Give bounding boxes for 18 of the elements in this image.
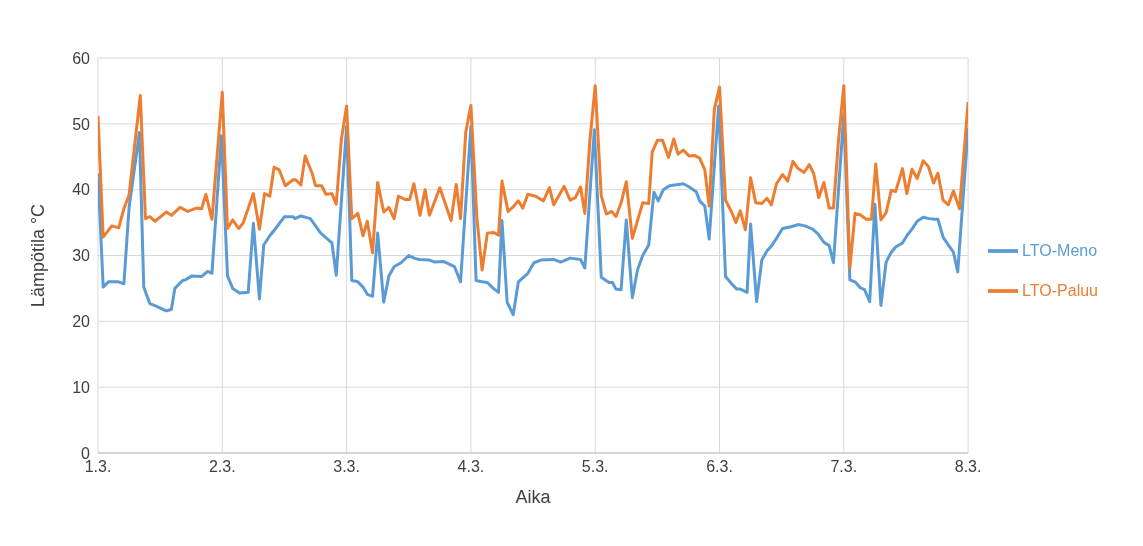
- y-tick-label: 40: [72, 181, 91, 199]
- x-tick-label: 1.3.: [84, 458, 112, 476]
- x-tick-label: 3.3.: [333, 458, 360, 476]
- x-tick-label: 7.3.: [830, 458, 858, 476]
- y-tick-label: 20: [72, 313, 91, 331]
- legend-label: LTO-Meno: [1022, 241, 1098, 259]
- x-axis-title: Aika: [515, 487, 552, 507]
- y-tick-label: 10: [72, 378, 91, 396]
- x-tick-label: 5.3.: [581, 458, 609, 476]
- legend-label: LTO-Paluu: [1022, 281, 1098, 299]
- x-tick-label: 8.3.: [954, 458, 982, 476]
- y-axis-title: Lämpötila °C: [28, 203, 49, 308]
- y-tick-label: 50: [72, 115, 91, 133]
- y-tick-label: 60: [72, 49, 91, 67]
- y-tick-label: 30: [72, 247, 91, 265]
- x-tick-label: 6.3.: [706, 458, 733, 476]
- x-tick-label: 4.3.: [457, 458, 485, 476]
- x-tick-label: 2.3.: [208, 458, 236, 476]
